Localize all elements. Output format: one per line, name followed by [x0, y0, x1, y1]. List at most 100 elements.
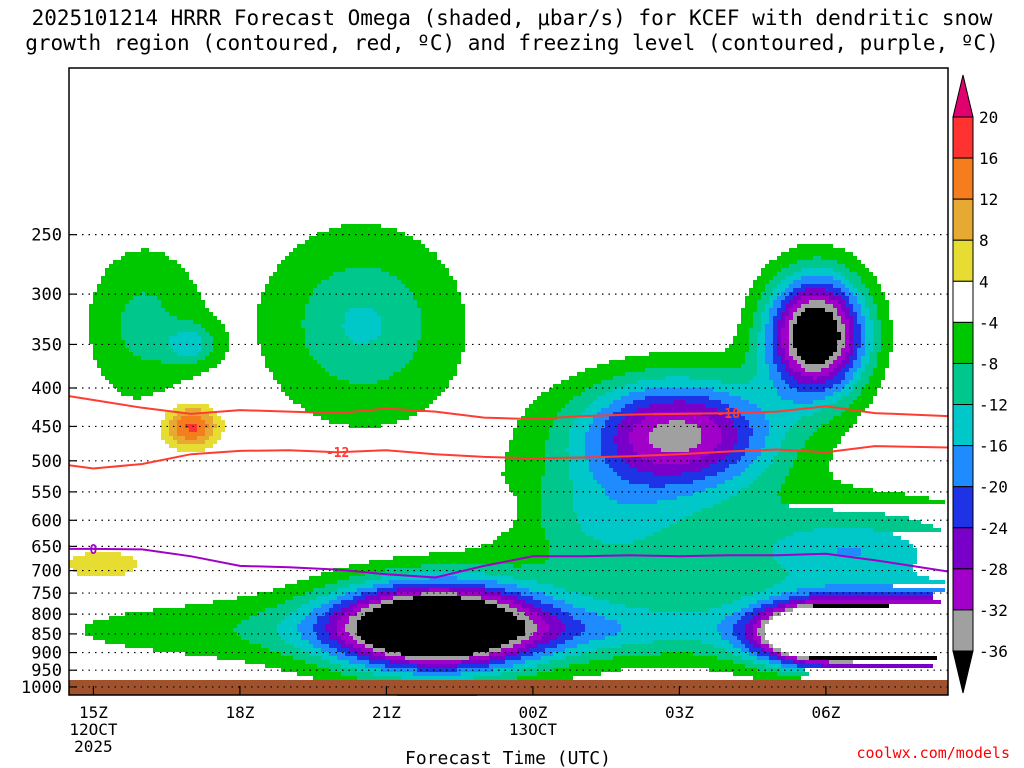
omega-cell — [725, 412, 741, 416]
omega-cell — [789, 324, 793, 328]
omega-cell — [165, 412, 177, 416]
contour-label: -12 — [326, 446, 349, 461]
omega-cell — [317, 360, 409, 364]
omega-cell — [89, 316, 121, 320]
omega-cell — [505, 656, 521, 660]
omega-cell — [409, 288, 457, 292]
omega-cell — [749, 620, 757, 624]
y-tick-label: 750 — [31, 584, 62, 604]
omega-cell — [757, 332, 765, 336]
omega-cell — [753, 632, 757, 636]
omega-cell — [777, 540, 909, 544]
omega-cell — [805, 440, 841, 444]
omega-cell — [345, 612, 357, 616]
omega-cell — [741, 396, 781, 400]
omega-cell — [741, 472, 761, 476]
omega-cell — [789, 300, 797, 304]
omega-cell — [737, 440, 749, 444]
omega-cell — [293, 656, 321, 660]
omega-cell — [277, 380, 349, 384]
omega-cell — [361, 608, 373, 612]
omega-cell — [773, 584, 825, 588]
omega-cell — [101, 368, 209, 372]
omega-cell — [725, 616, 741, 620]
omega-cell — [397, 588, 429, 592]
omega-cell — [813, 400, 837, 404]
omega-cell — [845, 312, 849, 316]
omega-cell — [853, 336, 861, 340]
omega-cell — [833, 268, 849, 272]
omega-cell — [621, 456, 641, 460]
omega-cell — [841, 348, 849, 352]
omega-cell — [297, 608, 313, 612]
omega-cell — [621, 644, 713, 648]
omega-cell — [153, 608, 265, 612]
omega-cell — [853, 348, 857, 352]
omega-cell — [833, 384, 845, 388]
omega-cell — [789, 292, 797, 296]
omega-cell — [769, 372, 781, 376]
omega-cell — [93, 356, 141, 360]
omega-cell — [577, 520, 677, 524]
omega-cell — [261, 300, 309, 304]
omega-cell — [881, 328, 893, 332]
omega-cell — [865, 340, 873, 344]
omega-cell — [361, 648, 373, 652]
omega-cell — [741, 656, 757, 660]
omega-cell — [501, 648, 517, 652]
omega-cell — [421, 324, 465, 328]
omega-cell — [605, 392, 629, 396]
omega-cell — [805, 288, 825, 292]
omega-cell — [793, 368, 805, 372]
omega-cell — [273, 272, 333, 276]
omega-cell — [849, 332, 853, 336]
omega-cell — [789, 364, 801, 368]
colorbar-segment — [952, 280, 974, 323]
omega-cell — [517, 584, 553, 588]
omega-cell — [421, 312, 465, 316]
omega-cell — [549, 428, 569, 432]
omega-cell — [201, 324, 225, 328]
omega-cell — [817, 376, 833, 380]
omega-cell — [789, 312, 793, 316]
omega-cell — [685, 420, 713, 424]
omega-cell — [541, 488, 573, 492]
omega-cell — [785, 316, 793, 320]
omega-cell — [741, 640, 749, 644]
omega-cell — [837, 300, 845, 304]
omega-cell — [721, 380, 749, 384]
omega-cell — [757, 652, 769, 656]
omega-cell — [789, 308, 797, 312]
omega-cell — [337, 588, 357, 592]
omega-cell — [773, 276, 785, 280]
omega-cell — [349, 660, 369, 664]
omega-cell — [337, 648, 349, 652]
omega-cell — [761, 324, 765, 328]
omega-cell — [345, 328, 381, 332]
omega-cell — [793, 328, 837, 332]
omega-cell — [509, 440, 545, 444]
omega-cell — [89, 320, 121, 324]
omega-cell — [309, 348, 417, 352]
omega-cell — [133, 352, 177, 356]
omega-cell — [869, 360, 877, 364]
omega-cell — [689, 448, 713, 452]
omega-cell — [825, 388, 841, 392]
omega-cell — [213, 428, 225, 432]
omega-cell — [865, 384, 881, 388]
omega-cell — [873, 372, 885, 376]
omega-cell — [829, 660, 853, 664]
omega-cell — [161, 432, 169, 436]
omega-cell — [781, 660, 793, 664]
omega-cell — [701, 508, 833, 512]
omega-cell — [769, 428, 789, 432]
omega-cell — [757, 476, 785, 480]
omega-cell — [541, 600, 565, 604]
omega-cell — [357, 612, 365, 616]
omega-cell — [561, 620, 581, 624]
omega-cell — [265, 364, 321, 368]
omega-cell — [505, 460, 545, 464]
omega-cell — [781, 440, 805, 444]
omega-cell — [797, 456, 833, 460]
omega-cell — [777, 256, 813, 260]
